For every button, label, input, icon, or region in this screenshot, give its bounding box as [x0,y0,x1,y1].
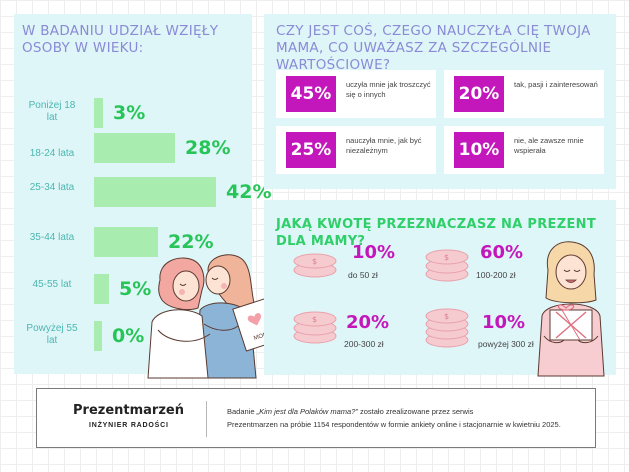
svg-text:$: $ [312,315,317,324]
footer-text: Badanie „Kim jest dla Polaków mama?” zos… [227,405,587,431]
lesson-card: 45% uczyła mnie jak troszczyć się o inny… [276,70,436,118]
age-bar [94,274,109,304]
gift-value: 10% [482,312,526,333]
svg-text:$: $ [444,253,449,262]
age-value: 22% [168,231,214,253]
gift-label: powyżej 300 zł [478,339,534,349]
gift-label: 200-300 zł [344,339,384,349]
age-value: 3% [113,102,146,124]
lesson-card: 25% nauczyła mnie, jak być niezależnym [276,126,436,174]
age-label: 18-24 lata [29,148,75,159]
age-panel: W badaniu udział wzięły osoby w wieku: P… [14,14,271,374]
gift-value: 20% [346,312,390,333]
footer-line-1-pre: Badanie [227,407,257,416]
age-panel-title: W badaniu udział wzięły osoby w wieku: [22,23,219,56]
coin-stack-icon: $ [425,308,469,348]
brand-logo: Prezentmarzeń [73,403,184,418]
age-label: 35-44 lata [29,232,75,243]
hug-illustration: MOM [147,254,282,379]
gift-label: do 50 zł [348,270,378,280]
gift-value: 10% [352,242,396,263]
card-text: MOM [253,332,269,342]
footer-line-1: Badanie „Kim jest dla Polaków mama?” zos… [227,405,587,418]
footer-divider [206,401,207,437]
footer-line-1-post: zostało zrealizowane przez serwis [357,407,474,416]
lesson-value: 25% [286,132,336,168]
lesson-text: tak, pasji i zainteresowań [514,80,598,89]
coin-stack-icon: $ [293,311,337,344]
lesson-text: nie, ale zawsze mnie wspierała [514,136,584,155]
age-bar [94,321,102,351]
lesson-value: 20% [454,76,504,112]
lesson-card: 10% nie, ale zawsze mnie wspierała [444,126,604,174]
age-label: 25-34 lata [29,182,75,193]
svg-text:$: $ [444,312,449,321]
lesson-value: 10% [454,132,504,168]
age-label: 45-55 lat [32,279,72,290]
age-bar [94,227,158,257]
age-bar [94,177,216,207]
gift-value: 60% [480,242,524,263]
gift-label: 100-200 zł [476,270,516,280]
coin-stack-icon: $ [425,249,469,282]
gift-panel-title: Jaką kwotę przeznaczasz na prezent dla m… [276,217,596,249]
lesson-value: 45% [286,76,336,112]
survey-title: „Kim jest dla Polaków mama?” [256,407,358,416]
age-bar [94,133,175,163]
age-value: 28% [185,137,231,159]
lesson-panel: Czy jest coś, czego nauczyła cię Twoja m… [264,14,616,189]
age-label: Powyżej 55 lat [26,323,78,346]
age-bar [94,98,103,128]
age-value: 5% [119,278,152,300]
brand-tagline: INŻYNIER RADOŚCI [89,422,169,429]
lesson-text: nauczyła mnie, jak być niezależnym [346,136,422,155]
lesson-panel-title: Czy jest coś, czego nauczyła cię Twoja m… [276,23,591,73]
coin-stack-icon: $ [293,253,337,278]
svg-text:$: $ [312,257,317,266]
age-label: Poniżej 18 lat [28,100,76,123]
footer: Prezentmarzeń INŻYNIER RADOŚCI Badanie „… [36,388,596,448]
gift-woman-illustration [537,241,605,377]
footer-line-2: Prezentmarzen na próbie 1154 respondentó… [227,420,561,429]
age-value: 0% [112,325,145,347]
lesson-text: uczyła mnie jak troszczyć się o innych [346,80,431,99]
age-value: 42% [226,181,272,203]
lesson-card: 20% tak, pasji i zainteresowań [444,70,604,118]
